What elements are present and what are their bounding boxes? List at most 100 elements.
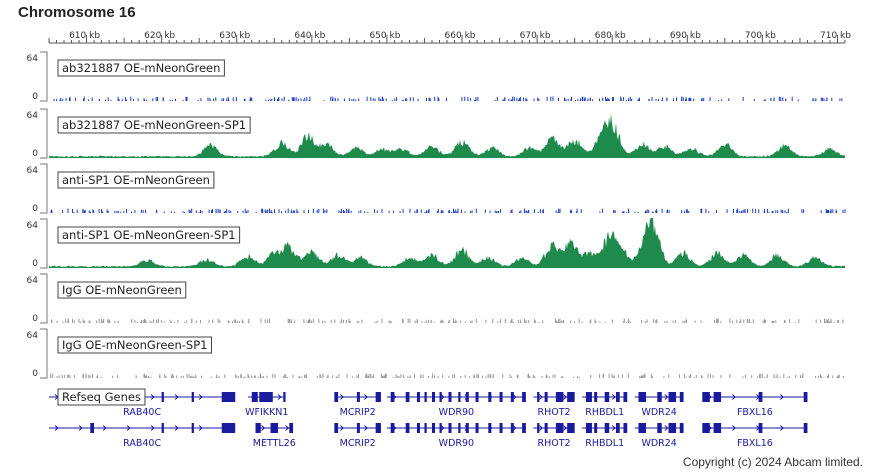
signal-noise-bar [318,208,320,213]
signal-noise-bar [448,320,450,323]
signal-noise-bar [355,99,357,101]
signal-noise-bar [114,321,116,323]
signal-noise-bar [180,375,182,378]
signal-noise-bar [648,99,650,101]
signal-noise-bar [182,211,184,213]
gene-exon [567,392,575,402]
gene-exon [334,423,339,433]
gene-name-label: RHOT2 [537,438,570,449]
signal-noise-bar [448,210,450,213]
gene-exon [458,392,461,402]
signal-noise-bar [84,320,85,323]
signal-noise-bar [62,321,64,323]
signal-noise-bar [717,318,719,323]
signal-noise-bar [137,98,139,101]
signal-noise-bar [73,212,75,213]
signal-noise-bar [661,99,663,101]
signal-noise-bar [399,210,401,213]
signal-noise-bar [623,210,625,213]
signal-noise-bar [552,374,554,378]
signal-noise-bar [99,99,100,101]
signal-noise-bar [550,96,552,101]
signal-noise-bar [171,99,173,101]
signal-noise-bar [684,99,686,101]
signal-noise-bar [297,211,299,213]
signal-noise-bar [50,373,52,378]
signal-noise-bar [716,319,718,323]
signal-noise-bar [789,376,790,378]
signal-noise-bar [688,210,690,213]
signal-noise-bar [522,97,524,101]
signal-noise-bar [442,320,444,323]
signal-noise-bar [326,376,328,378]
gene-name-label: WDR24 [641,407,676,418]
signal-noise-bar [370,97,372,101]
gene-exon [544,423,548,433]
signal-noise-bar [476,373,478,378]
signal-noise-bar [370,376,372,378]
signal-noise-bar [835,209,837,213]
signal-noise-bar [726,209,728,213]
gene-exon [259,392,273,402]
signal-noise-bar [88,210,90,213]
signal-noise-bar [637,212,639,213]
signal-noise-bar [779,376,781,378]
signal-noise-bar [437,375,439,378]
signal-noise-bar [287,208,289,213]
signal-noise-bar [661,97,663,101]
y-axis-bracket [40,218,48,269]
signal-noise-bar [414,374,415,378]
gene-exon [713,392,722,402]
signal-noise-bar [448,210,450,213]
gene-exon [488,392,492,402]
signal-noise-bar [185,96,187,101]
signal-noise-bar [58,375,60,378]
signal-noise-bar [332,96,334,101]
signal-noise-bar [664,321,666,323]
signal-noise-bar [417,98,419,101]
signal-noise-bar [666,321,668,323]
signal-noise-bar [765,320,766,323]
signal-noise-bar [455,209,457,213]
signal-noise-bar [459,320,461,323]
signal-noise-bar [467,96,469,101]
gene-exon [623,423,628,433]
signal-noise-bar [437,209,439,213]
gene-exon [604,392,610,402]
signal-noise-bar [470,210,472,213]
signal-noise-bar [261,208,263,213]
signal-noise-bar [820,319,822,323]
signal-noise-bar [631,98,633,101]
track-label: ab321887 OE-mNeonGreen-SP1 [62,118,246,132]
signal-noise-bar [775,320,777,323]
signal-noise-bar [272,374,274,378]
gene-exon [668,392,677,402]
signal-noise-bar [672,320,674,323]
signal-noise-bar [580,98,582,101]
signal-noise-bar [235,99,237,101]
signal-noise-bar [652,212,654,213]
signal-noise-bar [197,99,199,101]
signal-noise-bar [424,211,426,213]
signal-noise-bar [487,374,489,378]
gene-name-label: RHBDL1 [585,407,624,418]
signal-noise-bar [382,98,384,101]
signal-noise-bar [833,321,835,323]
signal-noise-bar [589,320,591,323]
gene-exon [510,423,514,433]
signal-noise-bar [437,96,439,101]
signal-noise-bar [235,319,237,323]
y-max-label: 64 [27,221,39,231]
signal-noise-bar [274,374,276,378]
signal-noise-bar [771,211,773,213]
signal-noise-bar [688,97,690,101]
signal-noise-bar [98,318,100,323]
signal-noise-bar [433,321,435,323]
signal-noise-bar [823,377,825,378]
signal-noise-bar [349,321,351,323]
signal-noise-bar [574,321,576,323]
signal-noise-bar [294,210,296,213]
signal-noise-bar [102,320,104,323]
signal-noise-bar [232,321,233,323]
signal-noise-bar [502,374,504,378]
